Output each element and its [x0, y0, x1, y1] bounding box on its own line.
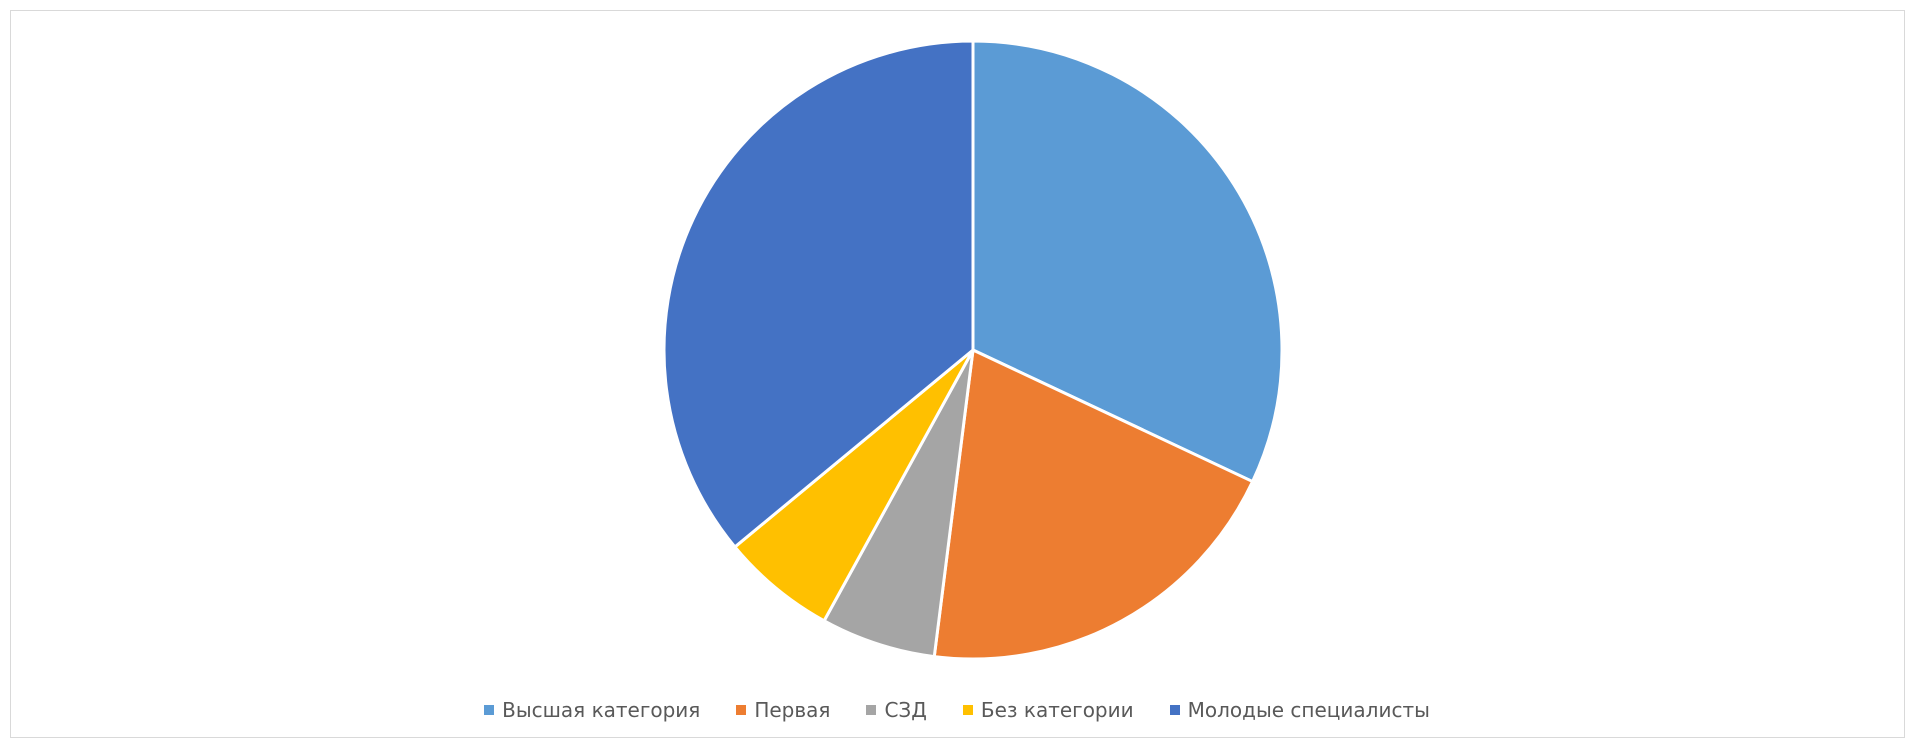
legend-swatch [962, 705, 973, 715]
chart-legend: Высшая категория Первая СЗД Без категории Мо… [0, 698, 1914, 722]
pie-slices [662, 39, 1284, 661]
legend-swatch [866, 705, 877, 715]
legend-label: Первая [754, 698, 831, 722]
legend-swatch [1169, 705, 1180, 715]
legend-label: Высшая категория [502, 698, 701, 722]
pie-slice-5 [662, 39, 975, 549]
legend-label: Без категории [980, 698, 1134, 722]
pie-slice-1 [971, 39, 1284, 484]
legend-item: Высшая категория [484, 698, 700, 722]
legend-item: Молодые специалисты [1169, 698, 1430, 722]
legend-swatch [736, 705, 747, 715]
legend-label: Молодые специалисты [1187, 698, 1430, 722]
pie-slice-2 [932, 348, 1255, 661]
legend-item: Без категории [962, 698, 1134, 722]
legend-swatch [484, 705, 495, 715]
legend-label: СЗД [884, 698, 927, 722]
legend-item: Первая [736, 698, 830, 722]
legend-item: СЗД [866, 698, 927, 722]
